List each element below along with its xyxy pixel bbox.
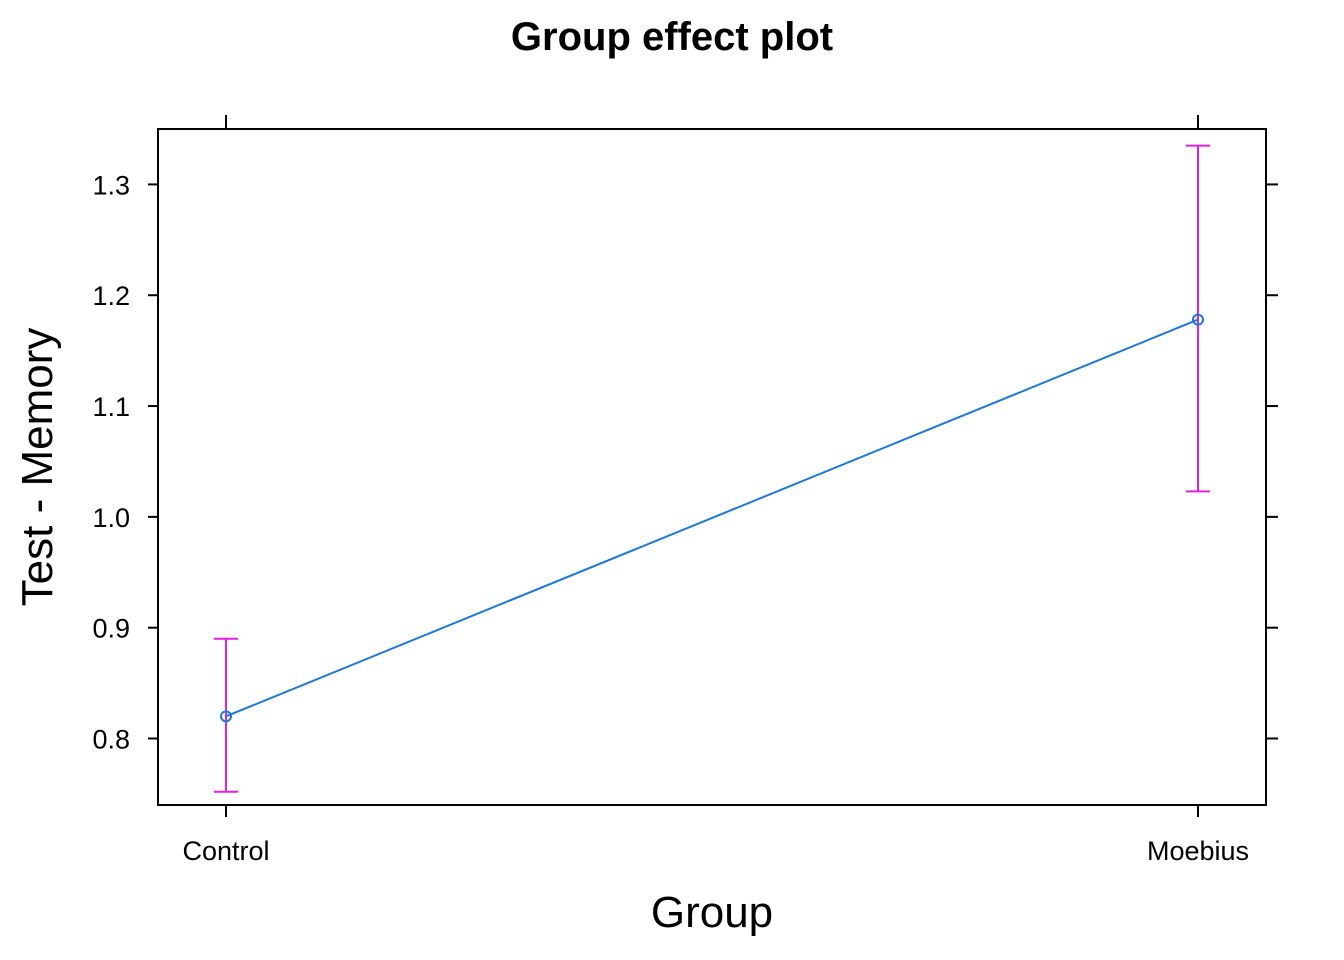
series-layer: [214, 144, 1210, 793]
y-tick-label: 1.3: [92, 170, 130, 200]
x-tick-label: Control: [182, 836, 269, 866]
plot-frame: [157, 128, 1267, 806]
y-tick-label: 0.8: [92, 725, 130, 755]
y-tick-label: 0.9: [92, 614, 130, 644]
x-tick-label: Moebius: [1147, 836, 1249, 866]
y-tick-label: 1.0: [92, 503, 130, 533]
x-axis: Control Moebius: [182, 115, 1249, 866]
y-axis: 0.8 0.9 1.0 1.1 1.2 1.3: [92, 170, 1278, 755]
y-tick-label: 1.2: [92, 281, 130, 311]
data-point: [1192, 313, 1204, 326]
y-axis-label: Test - Memory: [13, 328, 62, 607]
y-tick-label: 1.1: [92, 392, 130, 422]
data-point: [220, 710, 232, 723]
chart-title: Group effect plot: [511, 15, 833, 59]
x-axis-label: Group: [651, 888, 773, 937]
series-line: [225, 318, 1199, 718]
